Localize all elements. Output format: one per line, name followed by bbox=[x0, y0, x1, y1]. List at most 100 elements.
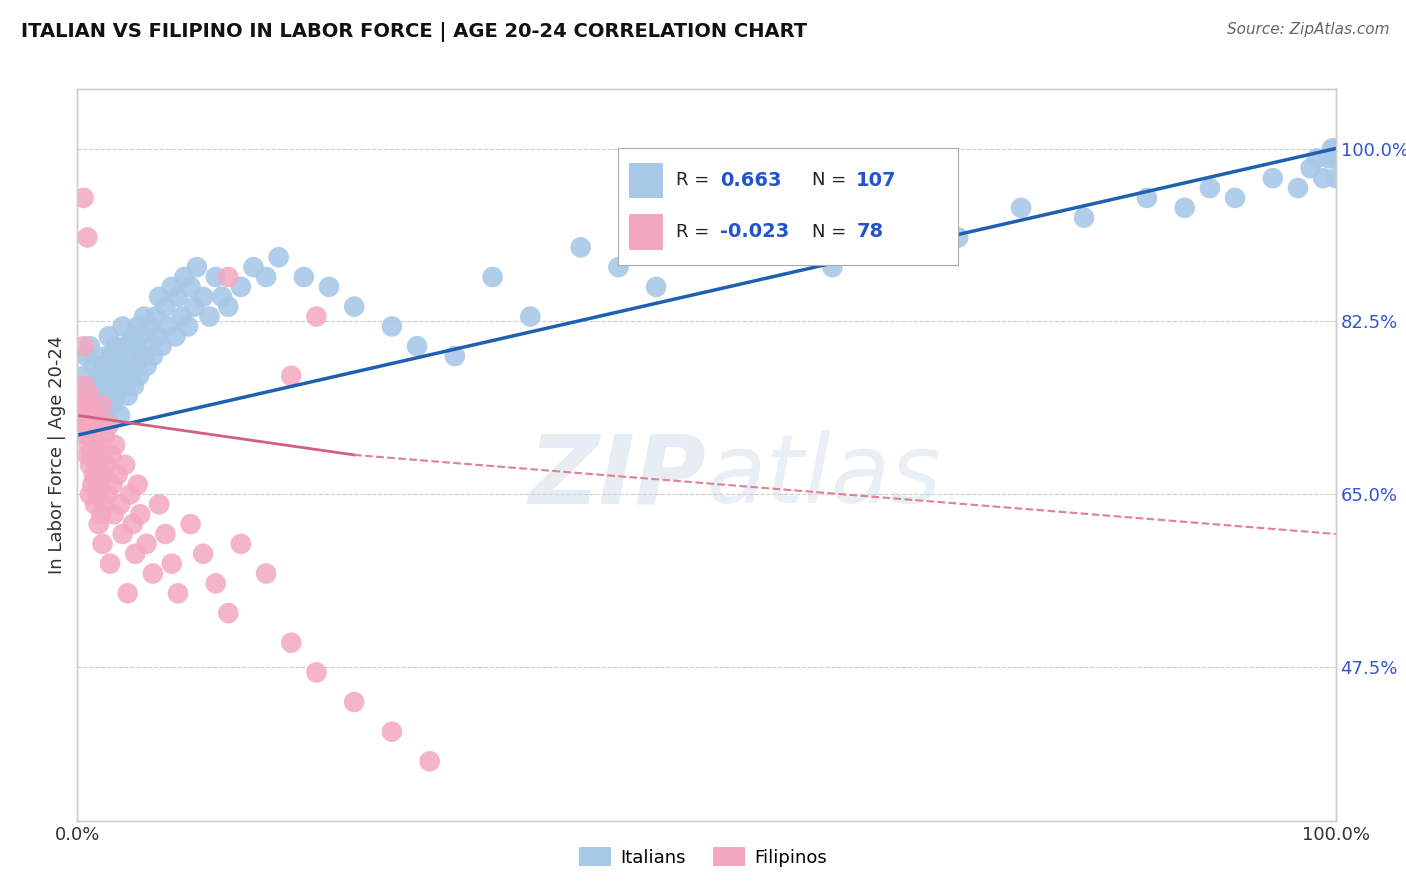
Point bbox=[103, 359, 125, 373]
Point bbox=[79, 409, 101, 423]
Point bbox=[1261, 171, 1284, 186]
Point bbox=[91, 537, 114, 551]
Text: R =: R = bbox=[676, 223, 710, 241]
Point bbox=[1073, 211, 1095, 225]
Point bbox=[97, 368, 120, 383]
Point bbox=[117, 586, 139, 600]
Point bbox=[191, 547, 215, 561]
Point bbox=[229, 280, 252, 294]
Point bbox=[138, 319, 160, 334]
Point bbox=[86, 428, 108, 442]
Point bbox=[83, 359, 105, 373]
Point bbox=[280, 636, 302, 650]
Point bbox=[343, 300, 366, 314]
Point bbox=[84, 497, 107, 511]
Point bbox=[107, 349, 129, 363]
Point bbox=[84, 438, 107, 452]
Text: -0.023: -0.023 bbox=[720, 222, 790, 242]
Point bbox=[93, 378, 115, 392]
Point bbox=[1324, 141, 1347, 155]
Point bbox=[229, 537, 252, 551]
Point bbox=[821, 260, 844, 274]
Point bbox=[96, 409, 118, 423]
Point bbox=[105, 389, 128, 403]
Point bbox=[132, 310, 155, 324]
Point bbox=[177, 319, 200, 334]
Point bbox=[122, 378, 145, 392]
Point bbox=[280, 368, 302, 383]
Point bbox=[381, 319, 404, 334]
Point bbox=[318, 280, 340, 294]
Point bbox=[124, 547, 146, 561]
Point bbox=[198, 310, 221, 324]
Point bbox=[1199, 181, 1222, 195]
Point bbox=[104, 438, 127, 452]
Point bbox=[70, 389, 93, 403]
Point bbox=[98, 389, 121, 403]
Point bbox=[155, 527, 177, 541]
Point bbox=[114, 458, 136, 472]
Point bbox=[77, 418, 100, 433]
Point bbox=[89, 409, 111, 423]
Point bbox=[204, 270, 226, 285]
Point bbox=[101, 399, 124, 413]
Point bbox=[135, 537, 157, 551]
Point bbox=[948, 230, 970, 244]
Point bbox=[180, 517, 202, 532]
Point bbox=[519, 310, 541, 324]
Point bbox=[108, 409, 131, 423]
Point bbox=[124, 339, 146, 353]
Point bbox=[97, 418, 120, 433]
Point bbox=[87, 389, 110, 403]
Point bbox=[135, 359, 157, 373]
Point bbox=[82, 477, 104, 491]
Point bbox=[93, 497, 115, 511]
Bar bbox=[628, 214, 662, 250]
Point bbox=[254, 270, 277, 285]
Point bbox=[91, 467, 114, 482]
Point bbox=[75, 428, 97, 442]
Text: 107: 107 bbox=[856, 171, 897, 190]
Point bbox=[125, 359, 148, 373]
Point bbox=[94, 389, 117, 403]
Point bbox=[150, 339, 173, 353]
Point bbox=[108, 368, 131, 383]
Point bbox=[77, 438, 100, 452]
Point bbox=[343, 695, 366, 709]
Point bbox=[100, 448, 122, 462]
Point bbox=[254, 566, 277, 581]
Point bbox=[101, 477, 124, 491]
Point bbox=[103, 507, 125, 521]
Point bbox=[481, 270, 503, 285]
Point bbox=[114, 378, 136, 392]
Point bbox=[87, 517, 110, 532]
Point bbox=[1010, 201, 1032, 215]
Point bbox=[292, 270, 315, 285]
Point bbox=[1324, 152, 1347, 166]
Point bbox=[83, 448, 105, 462]
Point bbox=[79, 378, 101, 392]
Point bbox=[110, 359, 132, 373]
Point bbox=[148, 290, 170, 304]
Point bbox=[96, 487, 118, 501]
Point bbox=[91, 399, 114, 413]
Text: ITALIAN VS FILIPINO IN LABOR FORCE | AGE 20-24 CORRELATION CHART: ITALIAN VS FILIPINO IN LABOR FORCE | AGE… bbox=[21, 22, 807, 42]
Point bbox=[1223, 191, 1246, 205]
Point bbox=[155, 300, 177, 314]
Point bbox=[1174, 201, 1197, 215]
Text: ZIP: ZIP bbox=[529, 430, 707, 524]
Text: 78: 78 bbox=[856, 222, 883, 242]
Point bbox=[75, 399, 97, 413]
Point bbox=[84, 409, 107, 423]
Point bbox=[884, 211, 907, 225]
Point bbox=[120, 368, 142, 383]
Point bbox=[1286, 181, 1309, 195]
Point bbox=[444, 349, 467, 363]
Point bbox=[72, 368, 94, 383]
Point bbox=[98, 557, 121, 571]
Bar bbox=[628, 163, 662, 198]
Point bbox=[73, 378, 96, 392]
Point bbox=[111, 319, 134, 334]
Point bbox=[104, 378, 127, 392]
Point bbox=[129, 329, 152, 343]
